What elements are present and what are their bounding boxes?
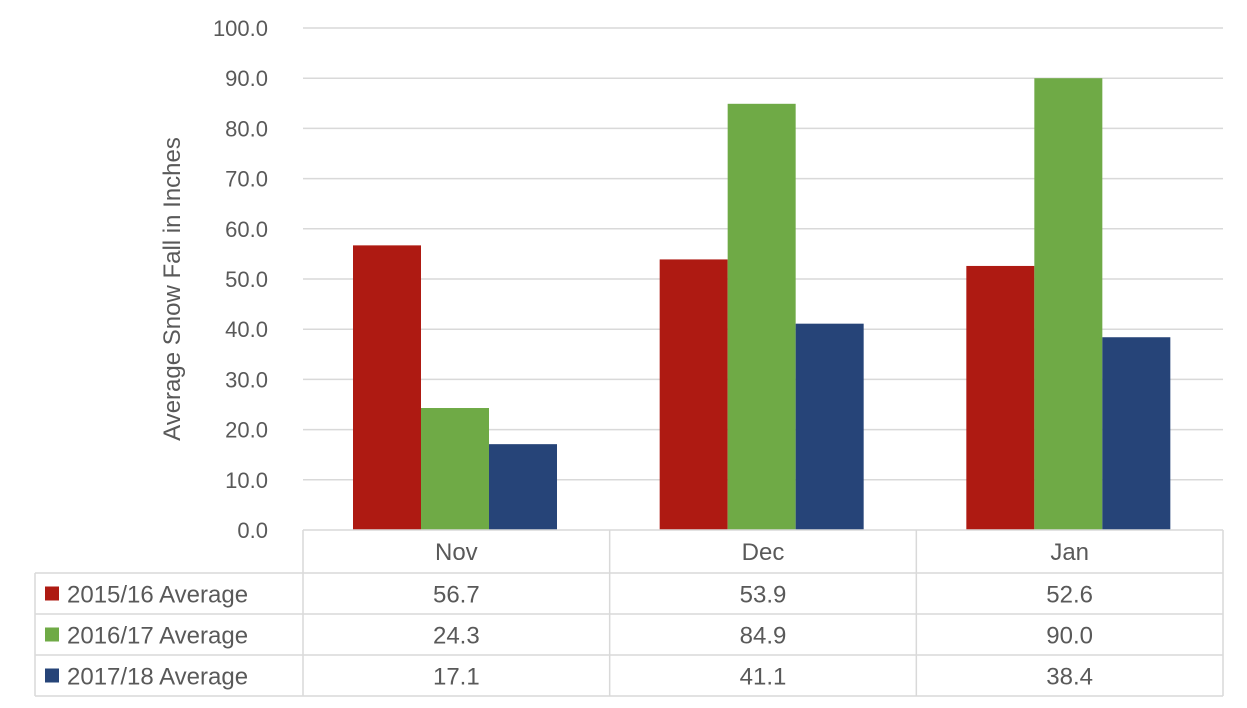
data-table-cell: 17.1: [433, 664, 480, 691]
y-tick-label: 50.0: [225, 267, 268, 292]
bar-2017-18-average-jan: [1102, 337, 1171, 530]
y-tick-label: 70.0: [225, 167, 268, 192]
y-tick-label: 90.0: [225, 66, 268, 91]
x-category-label: Jan: [1050, 539, 1089, 566]
y-tick-label: 60.0: [225, 217, 268, 242]
legend-swatch: [45, 668, 59, 683]
data-table-cell: 56.7: [433, 582, 480, 609]
bars: [353, 78, 1171, 530]
y-tick-label: 20.0: [225, 418, 268, 443]
y-tick-label: 80.0: [225, 116, 268, 141]
y-axis-ticks: 0.0 10.0 20.0 30.0 40.0 50.0 60.0 70.0 80.0 90.0 1…: [213, 16, 268, 543]
bar-2015-16-average-nov: [353, 245, 421, 530]
y-tick-label: 40.0: [225, 317, 268, 342]
legend-swatch: [45, 627, 59, 642]
y-tick-label: 100.0: [213, 16, 268, 41]
bar-2016-17-average-nov: [421, 408, 489, 530]
bar-2016-17-average-dec: [727, 103, 796, 530]
y-axis-label: Average Snow Fall in Inches: [159, 137, 186, 441]
legend-swatch: [45, 586, 59, 601]
y-tick-label: 30.0: [225, 367, 268, 392]
legend-label: 2016/17 Average: [67, 623, 248, 650]
bar-2017-18-average-dec: [795, 323, 864, 530]
data-table-cell: 24.3: [433, 623, 480, 650]
bar-2015-16-average-jan: [966, 265, 1035, 530]
bar-2017-18-average-nov: [489, 444, 557, 530]
data-table: Nov Dec Jan 2015/16 Average 56.7 53.9 52.6 2016…: [34, 529, 1224, 697]
data-table-cell: 52.6: [1046, 582, 1093, 609]
data-table-cell: 38.4: [1046, 664, 1093, 691]
x-category-label: Dec: [742, 539, 785, 566]
x-category-label: Nov: [435, 539, 478, 566]
bar-2016-17-average-jan: [1034, 78, 1103, 530]
data-table-cell: 53.9: [740, 582, 787, 609]
data-table-cell: 84.9: [740, 623, 787, 650]
y-tick-label: 10.0: [225, 468, 268, 493]
y-tick-label: 0.0: [237, 518, 268, 543]
legend-label: 2015/16 Average: [67, 582, 248, 609]
data-table-cell: 90.0: [1046, 623, 1093, 650]
bar-2015-16-average-dec: [659, 259, 728, 530]
data-table-cell: 41.1: [740, 664, 787, 691]
legend-label: 2017/18 Average: [67, 664, 248, 691]
